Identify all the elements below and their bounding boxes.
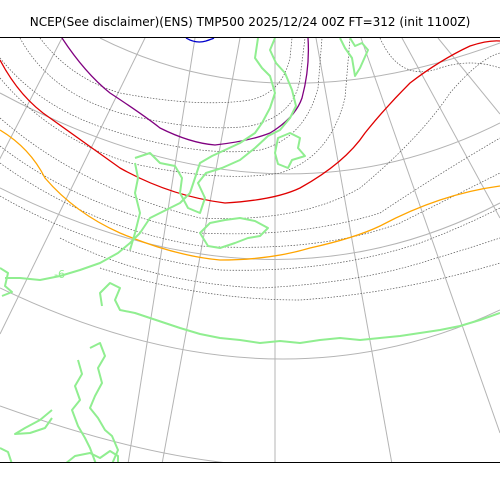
isotherm-line <box>0 137 500 235</box>
meridian-line <box>0 38 63 160</box>
coastline-uk <box>71 342 119 462</box>
coastline-france <box>65 450 119 462</box>
meridian-line <box>0 38 146 335</box>
meridian-line <box>360 38 500 434</box>
parallel-line <box>0 287 500 360</box>
parallel-line <box>0 92 500 175</box>
parallel-line <box>0 187 500 260</box>
isotherm-orange <box>0 129 500 261</box>
coastline-norway <box>99 282 500 344</box>
meridian-line <box>437 38 500 115</box>
isotherm-line <box>0 162 500 248</box>
isotherm-line <box>19 38 306 129</box>
isotherm-blue <box>185 38 215 43</box>
meridian-line <box>315 38 393 462</box>
coastlines <box>0 38 500 462</box>
coastline-west <box>0 447 13 462</box>
meridian-line <box>161 38 241 462</box>
coastline-iceland <box>199 217 269 249</box>
contour-label: -6 <box>54 268 65 281</box>
isotherm-line <box>59 237 500 289</box>
isotherm-line <box>39 38 293 104</box>
coastline-canada <box>0 267 13 297</box>
temperature-map: -6 <box>0 38 500 462</box>
parallel-line <box>99 38 500 84</box>
map-title: NCEP(See disclaimer)(ENS) TMP500 2025/12… <box>29 15 471 29</box>
isotherms-thin <box>0 38 500 301</box>
meridian-line <box>127 38 196 462</box>
isotherm-line <box>99 262 500 301</box>
coastline-greenland-west <box>129 162 141 251</box>
graticule <box>0 38 500 462</box>
isotherm-line <box>0 195 500 271</box>
parallel-line <box>0 405 224 462</box>
isotherm-purple <box>61 38 310 146</box>
isotherm-line <box>379 38 500 72</box>
isotherm-line <box>0 52 500 219</box>
coastline-island <box>274 132 306 169</box>
coastline-greenland <box>5 38 297 281</box>
map-frame: -6 <box>0 37 500 463</box>
coastline-ireland <box>14 409 53 435</box>
isotherm-line <box>0 38 351 177</box>
coastline-svalbard <box>339 38 369 77</box>
isotherm-red <box>0 40 500 204</box>
isotherm-line <box>0 38 323 153</box>
